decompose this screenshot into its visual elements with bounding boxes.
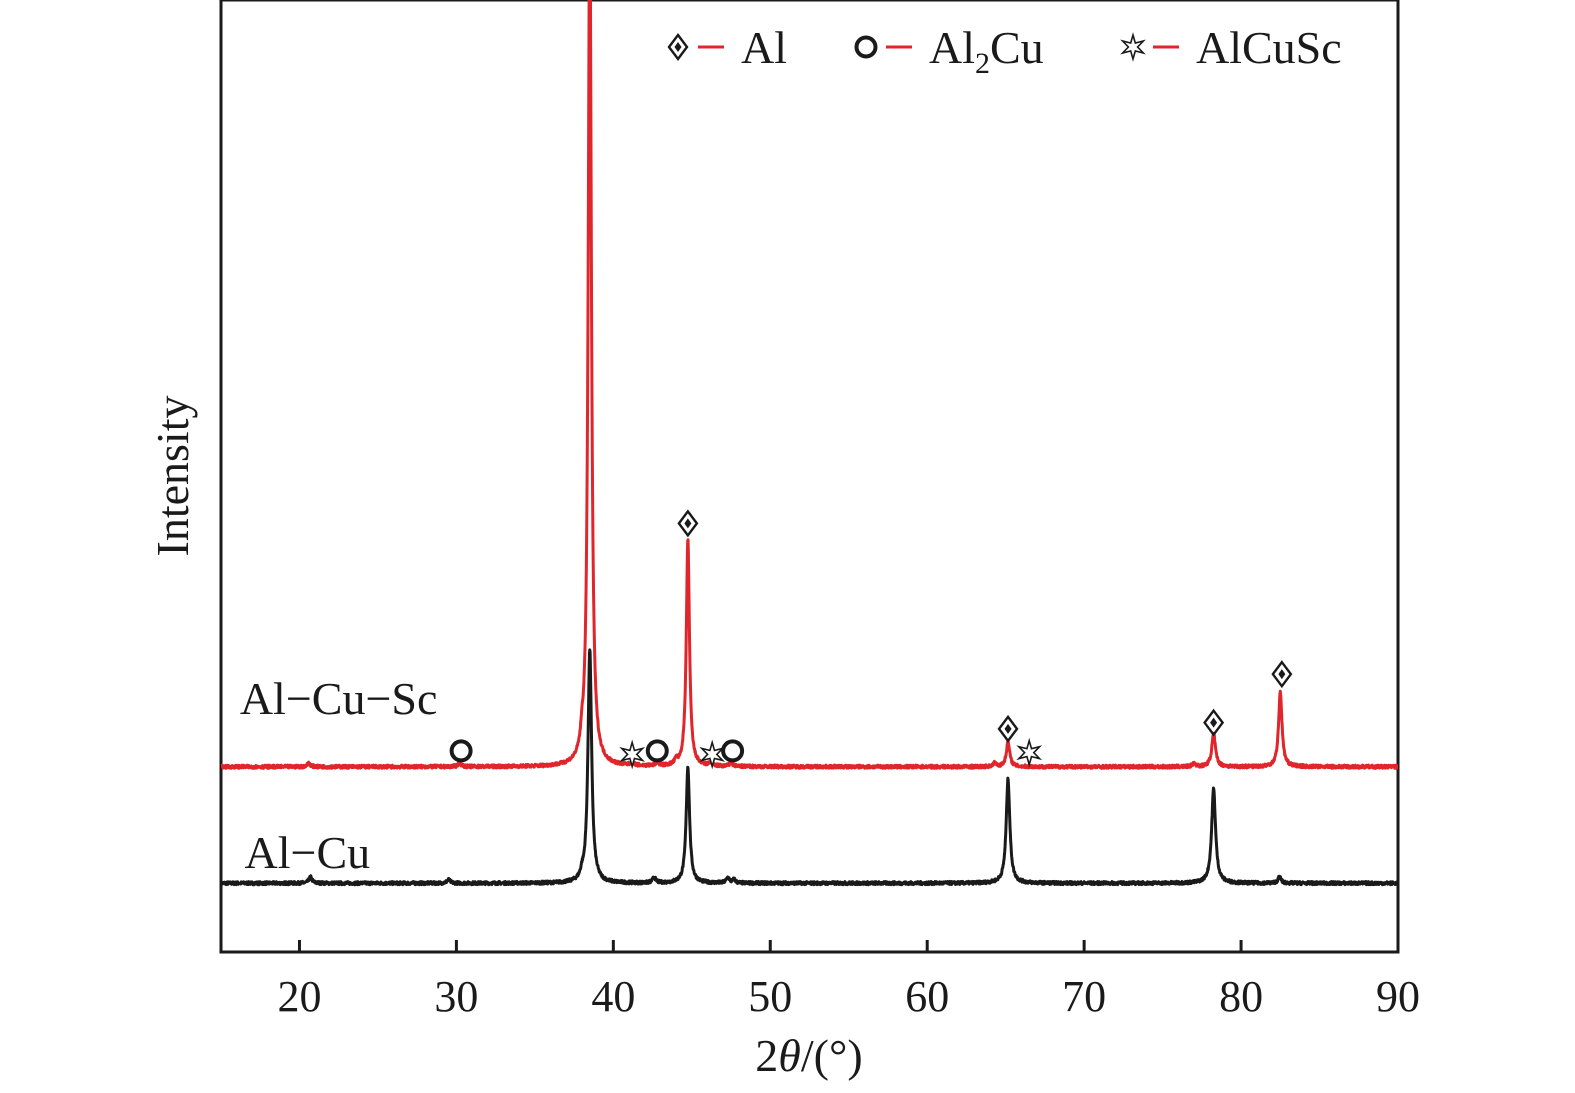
y-axis-title: Intensity [147,396,198,557]
legend: Al Al2Cu AlCuSc [667,22,1342,80]
plot-frame [219,0,1400,954]
x-tick-label-80: 80 [1219,972,1263,1021]
legend-label-main: Al [741,22,787,73]
legend-label-rest: Cu [990,22,1044,73]
series-line-al-cu [221,648,1398,887]
x-tick-label-60: 60 [905,972,949,1021]
legend-label-main: Al [929,22,975,73]
phase-marker-diamond-3 [1203,708,1225,737]
phase-marker-star-10 [1016,737,1043,768]
legend-label-main: AlCuSc [1196,22,1342,73]
legend-label-star: AlCuSc [1196,22,1342,73]
x-tick-label-90: 90 [1376,972,1420,1021]
phase-marker-diamond-2 [997,714,1019,743]
x-axis-title: 2θ/(°) [755,1030,862,1081]
phase-marker-star-8 [619,739,646,770]
phase-marker-star-9 [699,739,726,770]
series-layer [221,0,1398,887]
series-labels: Al−Cu Al−Cu−Sc [240,673,438,878]
series-label-al-cu: Al−Cu [245,827,371,878]
phase-marker-circle-6 [645,739,669,763]
x-tick-label-50: 50 [748,972,792,1021]
phase-marker-diamond-4 [1271,660,1293,689]
x-axis-title-prefix: 2 [755,1030,778,1081]
phase-marker-diamond-1 [677,509,699,538]
x-tick-label-70: 70 [1062,972,1106,1021]
x-tick-label-30: 30 [434,972,478,1021]
legend-label-circle: Al2Cu [929,22,1044,80]
legend-marker-circle [854,35,878,59]
phase-marker-circle-5 [449,739,473,763]
phase-markers [449,509,1293,770]
phase-marker-circle-7 [721,739,745,763]
x-tick-label-20: 20 [277,972,321,1021]
series-label-al-cu-sc: Al−Cu−Sc [240,673,438,724]
legend-label-diamond: Al [741,22,787,73]
legend-marker-diamond [667,33,689,61]
series-line-al-cu-sc [221,0,1398,770]
x-axis-title-theta: θ [778,1030,801,1081]
legend-marker-star [1120,32,1146,62]
x-axis-ticks: 20 30 40 50 60 70 80 90 [277,940,1420,1021]
legend-label-sub: 2 [975,47,990,80]
x-tick-label-40: 40 [591,972,635,1021]
x-axis-title-suffix: /(°) [801,1030,863,1081]
